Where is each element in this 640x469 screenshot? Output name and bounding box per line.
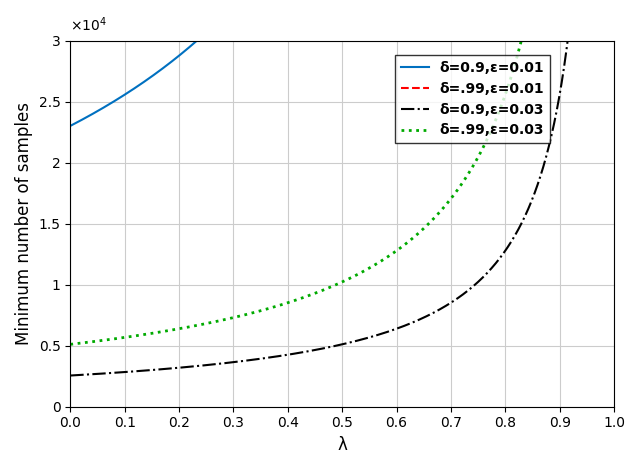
Line: δ=0.9,ε=0.01: δ=0.9,ε=0.01 bbox=[70, 0, 405, 126]
X-axis label: λ: λ bbox=[337, 436, 347, 454]
δ=0.9,ε=0.01 bbox=[236, 0, 244, 1]
δ=.99,ε=0.03 bbox=[198, 322, 206, 327]
δ=0.9,ε=0.01 bbox=[67, 123, 74, 129]
δ=.99,ε=0.03 bbox=[67, 341, 74, 347]
Text: $\times10^4$: $\times10^4$ bbox=[70, 15, 108, 33]
Line: δ=.99,ε=0.03: δ=.99,ε=0.03 bbox=[70, 0, 568, 344]
δ=.99,ε=0.03 bbox=[154, 330, 161, 335]
δ=0.9,ε=0.03 bbox=[151, 367, 159, 372]
δ=.99,ε=0.03 bbox=[310, 291, 318, 296]
Y-axis label: Minimum number of samples: Minimum number of samples bbox=[15, 102, 33, 345]
δ=0.9,ε=0.03 bbox=[67, 373, 74, 378]
δ=.99,ε=0.03 bbox=[312, 290, 320, 295]
δ=0.9,ε=0.01 bbox=[72, 120, 80, 126]
δ=0.9,ε=0.01 bbox=[125, 89, 133, 95]
δ=0.9,ε=0.03 bbox=[95, 371, 102, 377]
δ=.99,ε=0.03 bbox=[240, 312, 248, 318]
δ=0.9,ε=0.03 bbox=[308, 348, 316, 353]
Legend: δ=0.9,ε=0.01, δ=.99,ε=0.01, δ=0.9,ε=0.03, δ=.99,ε=0.03: δ=0.9,ε=0.01, δ=.99,ε=0.01, δ=0.9,ε=0.03… bbox=[396, 55, 550, 143]
δ=0.9,ε=0.03 bbox=[355, 338, 362, 343]
δ=0.9,ε=0.03 bbox=[456, 294, 464, 299]
δ=.99,ε=0.03 bbox=[374, 260, 382, 265]
Line: δ=0.9,ε=0.03: δ=0.9,ε=0.03 bbox=[70, 0, 591, 376]
